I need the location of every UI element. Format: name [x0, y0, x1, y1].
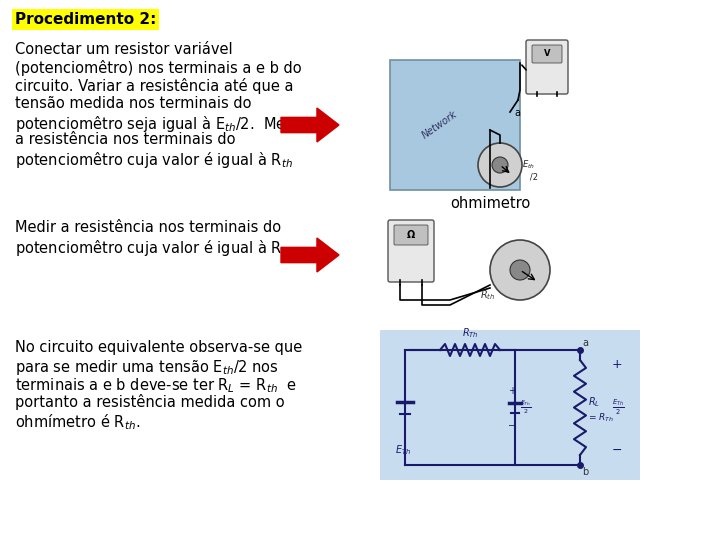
- Text: Medir a resistência nos terminais do: Medir a resistência nos terminais do: [15, 220, 281, 235]
- Text: circuito. Variar a resistência até que a: circuito. Variar a resistência até que a: [15, 78, 294, 94]
- Text: b: b: [582, 467, 588, 477]
- Text: terminais a e b deve-se ter R$_L$ = R$_{th}$  e: terminais a e b deve-se ter R$_L$ = R$_{…: [15, 376, 297, 395]
- FancyBboxPatch shape: [394, 225, 428, 245]
- Text: = $R_{Th}$: = $R_{Th}$: [588, 411, 614, 424]
- Text: $\frac{E_{Th}}{2}$: $\frac{E_{Th}}{2}$: [520, 399, 531, 416]
- Text: tensão medida nos terminais do: tensão medida nos terminais do: [15, 96, 251, 111]
- Text: $E_{th}$
   /2: $E_{th}$ /2: [522, 159, 538, 181]
- Text: potenciomêtro cuja valor é igual à R$_{th}$: potenciomêtro cuja valor é igual à R$_{t…: [15, 238, 293, 258]
- FancyBboxPatch shape: [388, 220, 434, 282]
- FancyBboxPatch shape: [526, 40, 568, 94]
- Text: potenciomêtro seja igual à E$_{th}$/2.  Medir: potenciomêtro seja igual à E$_{th}$/2. M…: [15, 114, 306, 134]
- Text: No circuito equivalente observa-se que: No circuito equivalente observa-se que: [15, 340, 302, 355]
- Text: −: −: [612, 443, 623, 456]
- Text: $R_L$: $R_L$: [588, 396, 600, 409]
- Text: V: V: [544, 49, 550, 57]
- Text: $E_{Th}$: $E_{Th}$: [395, 443, 411, 457]
- Text: ohmimetro: ohmimetro: [450, 196, 530, 211]
- FancyBboxPatch shape: [532, 45, 562, 63]
- Text: (potenciomêtro) nos terminais a e b do: (potenciomêtro) nos terminais a e b do: [15, 60, 302, 76]
- Text: a: a: [582, 338, 588, 348]
- Text: +: +: [508, 386, 516, 395]
- Text: +: +: [612, 359, 623, 372]
- Text: −: −: [508, 422, 516, 431]
- Circle shape: [490, 240, 550, 300]
- FancyArrow shape: [281, 108, 339, 142]
- Text: a resistência nos terminais do: a resistência nos terminais do: [15, 132, 235, 147]
- Text: portanto a resistência medida com o: portanto a resistência medida com o: [15, 394, 284, 410]
- Circle shape: [478, 143, 522, 187]
- FancyArrow shape: [281, 238, 339, 272]
- Text: Network: Network: [420, 109, 459, 141]
- Text: $\frac{E_{Th}}{2}$: $\frac{E_{Th}}{2}$: [612, 398, 624, 417]
- Circle shape: [492, 157, 508, 173]
- Text: Procedimento 2:: Procedimento 2:: [15, 12, 156, 27]
- Text: para se medir uma tensão E$_{th}$/2 nos: para se medir uma tensão E$_{th}$/2 nos: [15, 358, 279, 377]
- Text: ohmímetro é R$_{th}$.: ohmímetro é R$_{th}$.: [15, 412, 140, 431]
- Text: $R_{Th}$: $R_{Th}$: [462, 326, 478, 340]
- Text: a: a: [514, 108, 520, 118]
- Text: $R_{th}$: $R_{th}$: [480, 288, 495, 302]
- Text: Ω: Ω: [407, 230, 415, 240]
- Text: Conectar um resistor variável: Conectar um resistor variável: [15, 42, 233, 57]
- FancyBboxPatch shape: [390, 60, 520, 190]
- Text: potenciomêtro cuja valor é igual à R$_{th}$: potenciomêtro cuja valor é igual à R$_{t…: [15, 150, 293, 170]
- Circle shape: [510, 260, 530, 280]
- FancyBboxPatch shape: [380, 330, 640, 480]
